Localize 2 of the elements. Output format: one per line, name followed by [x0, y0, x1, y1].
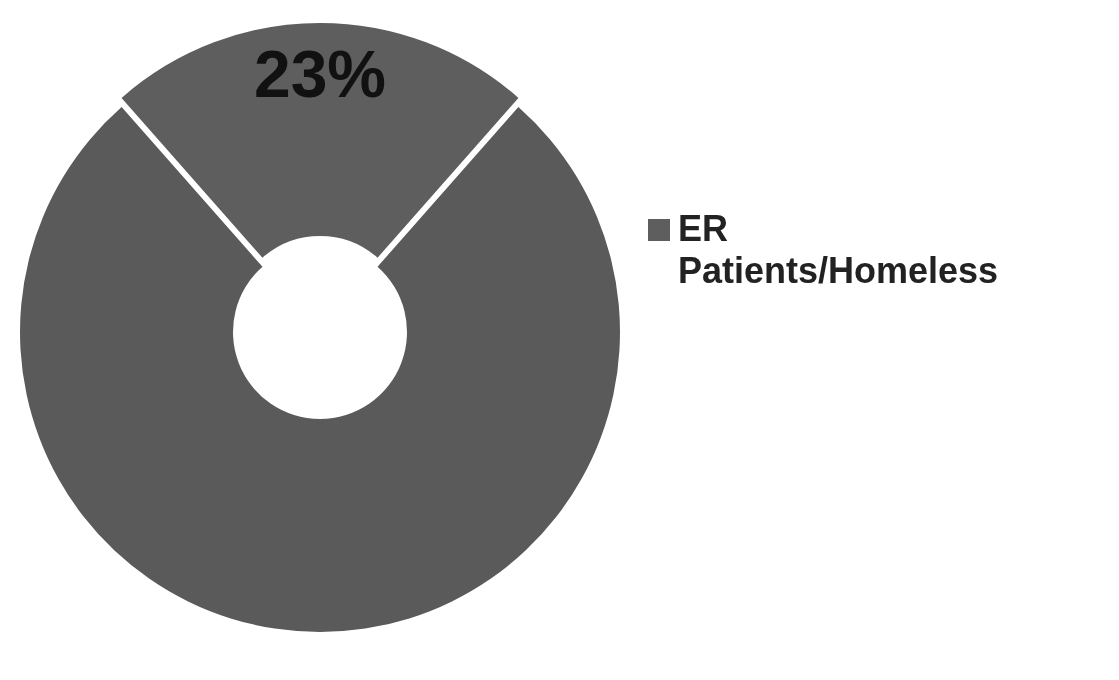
data-label: 23% [253, 36, 387, 111]
legend-label: ER Patients/Homeless [678, 208, 999, 292]
